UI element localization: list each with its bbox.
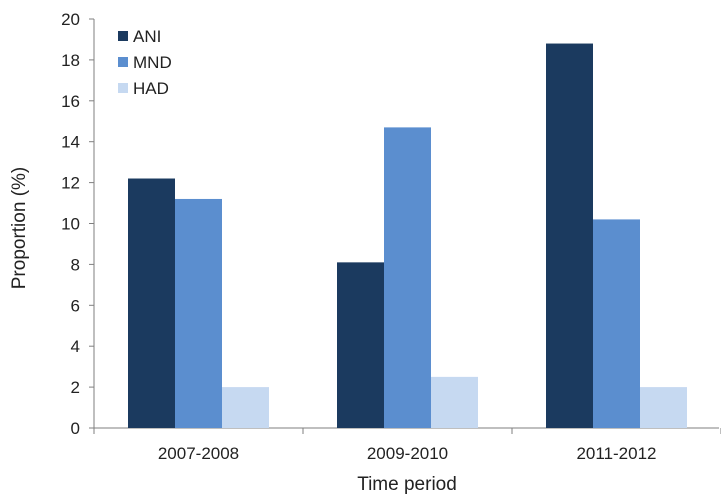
legend: ANI MND HAD [118,27,172,98]
legend-label-had: HAD [133,79,169,98]
y-tick-label: 10 [61,215,80,234]
bar-ani-2009-2010 [337,262,384,428]
bar-mnd-2009-2010 [384,127,431,428]
x-tick-label: 2011-2012 [576,444,656,463]
y-tick-label: 6 [71,296,80,315]
x-tick-label: 2009-2010 [367,444,448,463]
bars [128,43,687,428]
y-tick-label: 2 [71,378,80,397]
bar-had-2009-2010 [431,376,478,428]
legend-label-mnd: MND [133,53,172,72]
y-tick-label: 14 [61,133,80,152]
y-tick-label: 8 [71,255,80,274]
y-tick-label: 20 [61,10,80,29]
y-axis-title: Proportion (%) [9,167,30,290]
legend-swatch-had [118,83,128,93]
axes: 0 2 4 6 8 10 12 14 16 18 20 2007-2008 2009-2010 2011-… [61,10,721,463]
legend-swatch-mnd [118,57,128,67]
bar-had-2011-2012 [640,387,687,428]
y-tick-label: 4 [71,337,80,356]
y-tick-label: 12 [61,174,80,193]
bar-mnd-2007-2008 [175,198,222,428]
y-tick-label: 0 [71,419,80,438]
y-tick-label: 16 [61,92,80,111]
legend-swatch-ani [118,31,128,41]
bar-mnd-2011-2012 [593,219,640,428]
bar-ani-2011-2012 [546,43,593,428]
y-tick-label: 18 [61,51,80,70]
bar-ani-2007-2008 [128,178,175,428]
legend-label-ani: ANI [133,27,161,46]
x-axis-title: Time period [357,474,457,495]
x-tick-label: 2007-2008 [158,444,239,463]
bar-had-2007-2008 [222,387,269,428]
